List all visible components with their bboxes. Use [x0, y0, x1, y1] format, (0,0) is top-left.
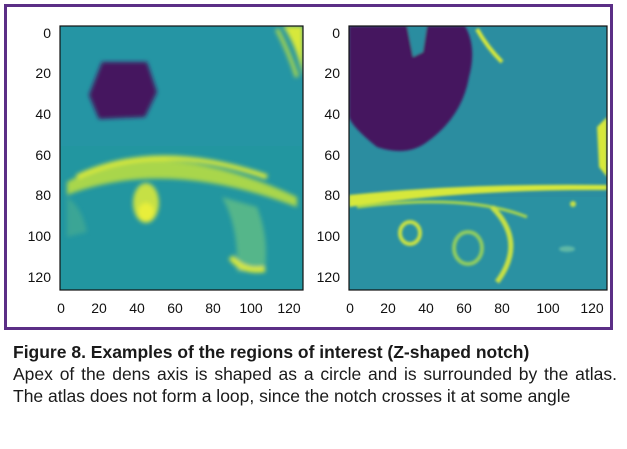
- left-x-tick: 20: [91, 300, 107, 316]
- right-x-tick: 0: [346, 300, 354, 316]
- right-x-tick: 60: [456, 300, 472, 316]
- right-x-tick: 120: [580, 300, 604, 316]
- figure-panels: 0 20 40 60 80 100 120 0 20 40 60 80 100 …: [28, 25, 608, 316]
- left-x-tick: 100: [239, 300, 263, 316]
- left-y-tick: 0: [43, 25, 51, 41]
- left-roi-image: [60, 26, 303, 290]
- left-y-tick: 80: [35, 187, 51, 203]
- right-y-tick: 40: [324, 106, 340, 122]
- left-y-tick: 60: [35, 147, 51, 163]
- right-axes: 0 20 40 60 80 100 120 0 20 40 60 80 100 …: [317, 25, 608, 316]
- right-x-tick: 40: [418, 300, 434, 316]
- figure-caption: Figure 8. Examples of the regions of int…: [13, 341, 617, 407]
- right-x-tick: 20: [380, 300, 396, 316]
- right-roi-image: [349, 26, 607, 290]
- right-x-tick: 80: [494, 300, 510, 316]
- left-x-tick: 0: [57, 300, 65, 316]
- left-y-tick: 100: [28, 228, 52, 244]
- right-y-tick: 0: [332, 25, 340, 41]
- left-y-tick: 20: [35, 65, 51, 81]
- left-x-tick: 60: [167, 300, 183, 316]
- right-y-tick: 60: [324, 147, 340, 163]
- figure-frame: 0 20 40 60 80 100 120 0 20 40 60 80 100 …: [4, 4, 613, 330]
- right-y-tick: 80: [324, 187, 340, 203]
- caption-title: Figure 8. Examples of the regions of int…: [13, 342, 530, 362]
- left-x-tick: 120: [277, 300, 301, 316]
- left-y-tick: 120: [28, 269, 52, 285]
- right-y-tick: 120: [317, 269, 341, 285]
- left-x-tick: 40: [129, 300, 145, 316]
- left-y-tick: 40: [35, 106, 51, 122]
- right-x-tick: 100: [536, 300, 560, 316]
- left-axes: 0 20 40 60 80 100 120 0 20 40 60 80 100 …: [28, 25, 304, 316]
- caption-text: Apex of the dens axis is shaped as a cir…: [13, 364, 617, 406]
- right-y-tick: 100: [317, 228, 341, 244]
- left-x-tick: 80: [205, 300, 221, 316]
- right-y-tick: 20: [324, 65, 340, 81]
